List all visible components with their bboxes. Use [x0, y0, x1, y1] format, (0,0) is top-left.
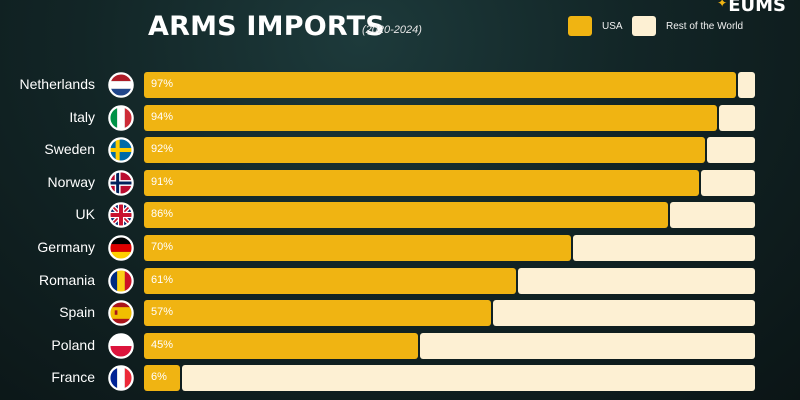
bar-usa-poland	[144, 332, 418, 359]
brand-logo: ✦EUMS	[717, 0, 786, 16]
data-label-romania: 61%	[151, 273, 174, 286]
legend-swatch-rest	[632, 16, 656, 36]
legend-item-rest: Rest of the World	[632, 16, 743, 36]
bar-usa-sweden	[144, 137, 706, 164]
data-label-italy: 94%	[151, 110, 174, 123]
data-label-norway: 91%	[151, 175, 174, 188]
bar-usa-norway	[144, 169, 699, 196]
romania-flag-icon	[108, 267, 134, 294]
bar-rest-poland	[419, 332, 755, 359]
spain-flag-icon	[108, 300, 134, 326]
category-label-poland: Poland	[51, 336, 95, 353]
bar-row-poland: Poland 45%	[0, 332, 800, 359]
data-label-poland: 45%	[151, 338, 174, 351]
bar-rest-romania	[517, 267, 755, 294]
bar-rest-uk	[670, 202, 755, 229]
france-flag-icon	[108, 365, 134, 392]
bar-usa-germany	[144, 235, 571, 261]
legend-label-rest: Rest of the World	[666, 20, 744, 32]
category-label-netherlands: Netherlands	[19, 76, 96, 92]
bar-rest-sweden	[707, 137, 755, 164]
category-label-spain: Spain	[59, 304, 95, 321]
category-label-sweden: Sweden	[44, 141, 95, 158]
bar-rest-norway	[701, 169, 755, 196]
data-label-sweden: 92%	[151, 143, 174, 156]
bar-row-netherlands: Netherlands 97%	[0, 72, 800, 98]
chart-subtitle: (2020-2024)	[362, 24, 422, 36]
category-label-norway: Norway	[47, 173, 95, 190]
chart-title: ARMS IMPORTS	[148, 11, 385, 42]
data-label-germany: 70%	[151, 241, 174, 253]
category-label-france: France	[51, 369, 95, 386]
bar-row-spain: Spain 57%	[0, 300, 800, 327]
data-label-uk: 86%	[151, 208, 174, 221]
legend-label-usa: USA	[602, 20, 623, 32]
category-label-romania: Romania	[38, 271, 95, 288]
bar-usa-italy	[144, 104, 718, 131]
netherlands-flag-icon	[108, 72, 134, 98]
uk-flag-icon	[108, 202, 134, 229]
category-label-italy: Italy	[69, 108, 95, 125]
data-label-netherlands: 97%	[151, 78, 174, 90]
bar-rest-germany	[572, 235, 755, 261]
bar-row-sweden: Sweden 92%	[0, 137, 800, 164]
bar-usa-romania	[144, 267, 516, 294]
bar-rest-spain	[493, 300, 755, 327]
bar-rest-netherlands	[737, 72, 755, 98]
bar-rest-france	[181, 365, 755, 392]
data-label-spain: 57%	[151, 306, 174, 319]
bar-row-norway: Norway 91%	[0, 169, 800, 196]
category-label-germany: Germany	[37, 239, 95, 255]
legend-item-usa: USA	[568, 16, 623, 36]
bar-usa-netherlands	[144, 72, 736, 98]
spark-icon: ✦	[717, 0, 728, 10]
germany-flag-icon	[108, 235, 134, 261]
bar-row-germany: Germany 70%	[0, 235, 800, 261]
bar-row-uk: UK 86%	[0, 202, 800, 229]
bar-row-france: France 6%	[0, 365, 800, 392]
poland-flag-icon	[108, 333, 134, 359]
bar-usa-spain	[144, 300, 492, 327]
bar-usa-uk	[144, 202, 669, 229]
category-label-uk: UK	[75, 206, 95, 223]
legend-swatch-usa	[568, 16, 592, 36]
data-label-france: 6%	[151, 371, 167, 384]
brand-name: EUMS	[728, 0, 786, 16]
bar-rest-italy	[719, 104, 755, 131]
italy-flag-icon	[108, 104, 134, 131]
bar-row-italy: Italy 94%	[0, 104, 800, 131]
sweden-flag-icon	[108, 137, 134, 163]
norway-flag-icon	[108, 170, 134, 196]
bar-row-romania: Romania 61%	[0, 267, 800, 294]
bar-usa-france	[144, 365, 180, 392]
